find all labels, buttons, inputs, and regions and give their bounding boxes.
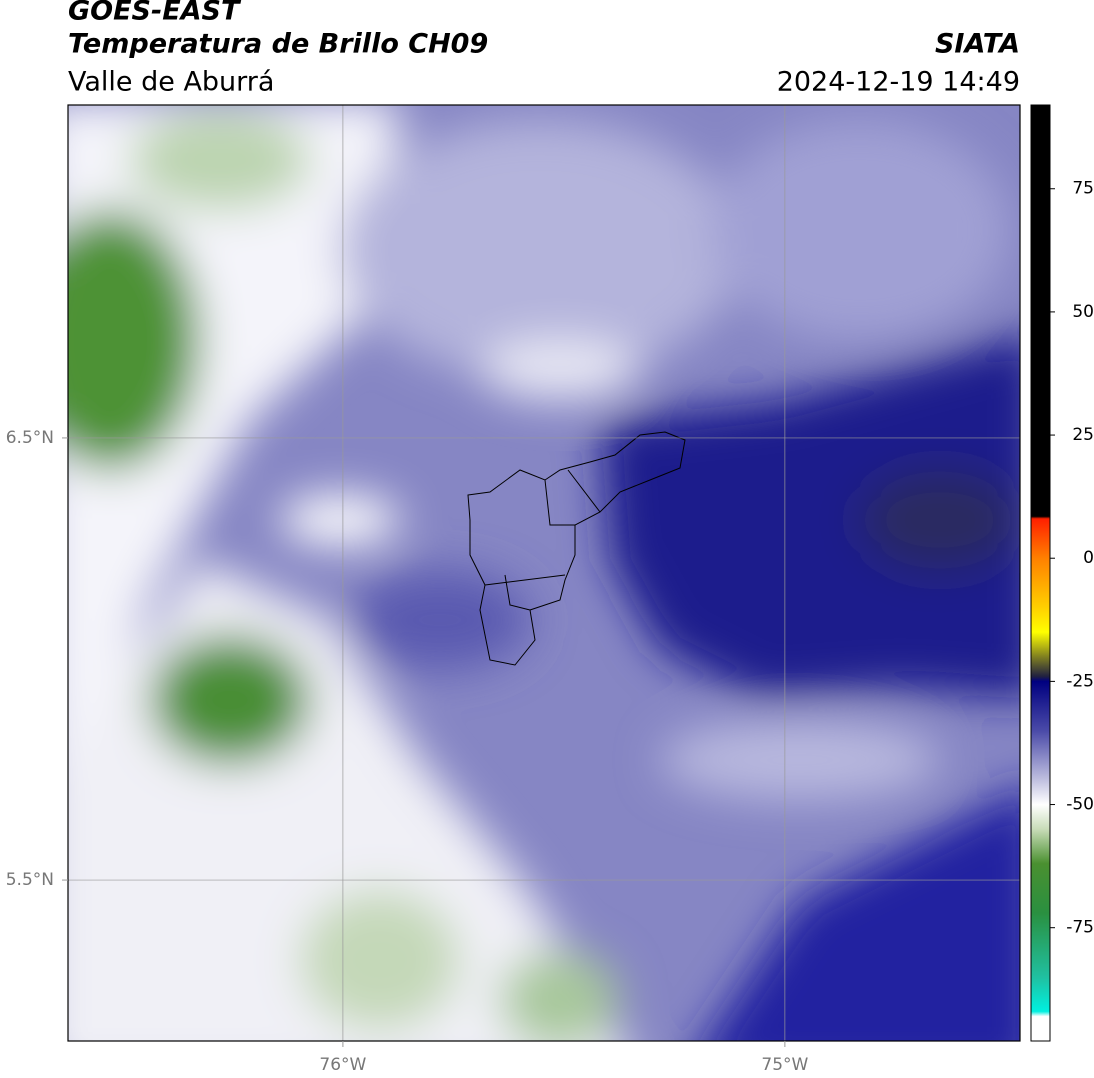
colorbar-tick-label: -50 xyxy=(1066,795,1094,815)
colorbar-fill xyxy=(1030,104,1051,1042)
colorbar-tick-label: 25 xyxy=(1072,425,1094,445)
colorbar-tick-label: -25 xyxy=(1066,671,1094,691)
region: Valle de Aburrá xyxy=(68,67,274,98)
colorbar-tick-label: 0 xyxy=(1083,548,1094,568)
colorbar: 75 50 25 0 -25 -50 -75 xyxy=(1030,104,1094,1042)
colorbar-tick-label: 50 xyxy=(1072,302,1094,322)
municipal-borders xyxy=(467,431,686,666)
grid xyxy=(68,105,1020,1041)
y-tick-label: 6.5°N xyxy=(6,428,54,448)
y-tick-label: 5.5°N xyxy=(6,870,54,890)
colorbar-tick-label: 75 xyxy=(1072,179,1094,199)
source: SIATA xyxy=(935,29,1020,60)
title: GOES-EAST xyxy=(68,0,242,27)
colorbar-tick-label: -75 xyxy=(1066,918,1094,938)
datetime: 2024-12-19 14:49 xyxy=(777,67,1020,98)
subtitle: Temperatura de Brillo CH09 xyxy=(68,29,488,60)
map-frame xyxy=(67,104,1021,1042)
x-tick-label: 76°W xyxy=(319,1055,366,1075)
satellite-image xyxy=(68,105,1020,1041)
x-tick-label: 75°W xyxy=(761,1055,808,1075)
